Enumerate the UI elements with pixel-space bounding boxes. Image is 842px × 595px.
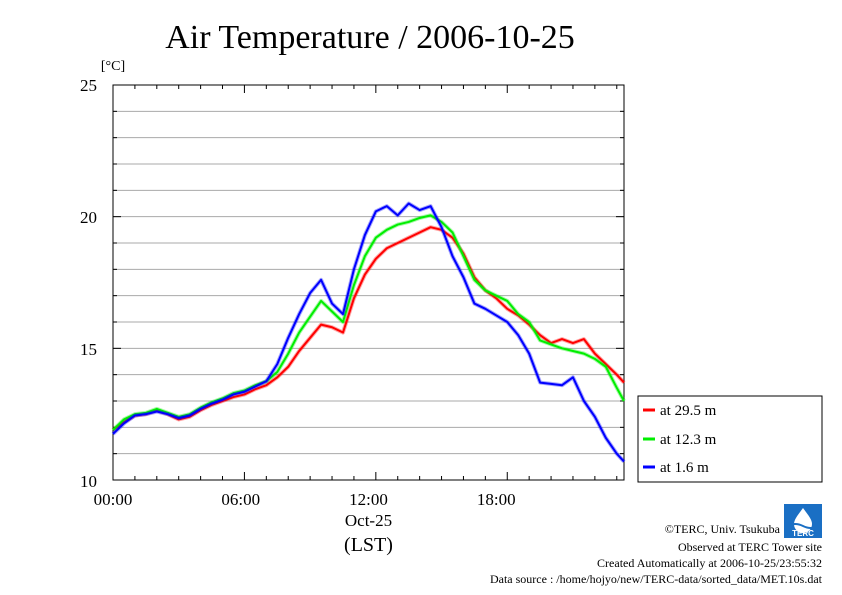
legend-item-12-3m: at 12.3 m (660, 432, 717, 448)
terc-logo: TERC (784, 504, 822, 538)
series-line-at-12-3-m (112, 214, 625, 431)
grid-lines (113, 110, 624, 455)
series-halo-2 (111, 201, 626, 463)
footer-observed: Observed at TERC Tower site (678, 540, 822, 554)
terc-logo-text: TERC (792, 529, 814, 538)
legend: at 29.5 m at 12.3 m at 1.6 m (637, 395, 823, 483)
x-tick-label-1200: 12:00 (349, 490, 388, 509)
x-tick-label-0000: 00:00 (94, 490, 133, 509)
axis-ticks (112, 84, 624, 481)
legend-item-1-6m: at 1.6 m (660, 460, 709, 476)
x-date-label: Oct-25 (345, 511, 392, 530)
series-halo-1 (111, 213, 626, 432)
footer-created: Created Automatically at 2006-10-25/23:5… (597, 556, 822, 570)
y-unit-label: [°C] (101, 59, 125, 74)
footer-source: Data source : /home/hojyo/new/TERC-data/… (490, 572, 823, 586)
x-tick-label-0600: 06:00 (221, 490, 260, 509)
series-halo-0 (111, 225, 626, 432)
y-tick-label-10: 10 (80, 472, 97, 491)
series-line-at-29-5-m (112, 226, 625, 431)
y-tick-label-15: 15 (80, 340, 97, 359)
footer-copyright: ©TERC, Univ. Tsukuba (665, 522, 781, 536)
series-lines (111, 201, 626, 463)
legend-box (637, 395, 823, 483)
y-tick-label-25: 25 (80, 76, 97, 95)
series-line-at-1-6-m (112, 202, 625, 463)
x-zone-label: (LST) (344, 534, 393, 556)
chart-title: Air Temperature / 2006-10-25 (165, 19, 575, 56)
x-tick-label-1800: 18:00 (477, 490, 516, 509)
y-tick-label-20: 20 (80, 208, 97, 227)
plot-frame (112, 84, 625, 481)
legend-item-29-5m: at 29.5 m (660, 403, 717, 419)
